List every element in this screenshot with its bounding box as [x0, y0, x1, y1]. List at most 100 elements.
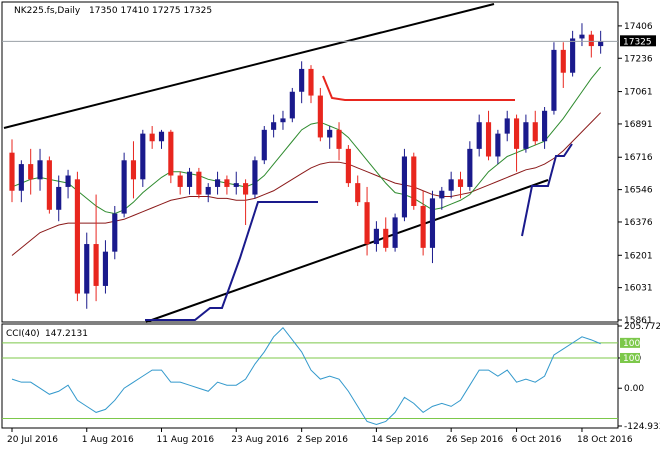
- price-tick-label: 16546: [624, 186, 653, 196]
- main-pane-frame: [1, 1, 619, 323]
- time-tick-label: 26 Sep 2016: [446, 435, 503, 445]
- price-tick-label: 16201: [624, 251, 653, 261]
- price-tick-label: 16716: [624, 153, 653, 163]
- price-tick-label: 16376: [624, 218, 653, 228]
- candle-up: [261, 129, 267, 161]
- time-tick-label: 14 Sep 2016: [371, 435, 428, 445]
- cci-level-tag-label: 100: [623, 339, 640, 349]
- candle-down: [345, 148, 351, 184]
- candle-down: [457, 179, 464, 187]
- support-step-line: [145, 201, 318, 321]
- candle-up: [542, 110, 548, 142]
- cci-level-tag: [620, 337, 640, 348]
- candle-down: [168, 131, 174, 176]
- trend-channel: [3, 3, 549, 323]
- candle-down: [364, 202, 370, 245]
- moving-averages: [11, 66, 602, 256]
- price-tick-label: 17406: [624, 22, 653, 32]
- candle-down: [74, 179, 80, 294]
- cci-value: 147.2131: [45, 329, 88, 339]
- candle-up: [373, 228, 379, 245]
- cci-line: [11, 326, 601, 426]
- candle-up: [476, 122, 482, 149]
- candle-up: [579, 34, 585, 39]
- time-axis: 20 Jul 2016 1 Aug 2016 11 Aug 2016 23 Aug 2…: [7, 428, 633, 445]
- price-tick-label: 15861: [624, 316, 653, 326]
- candle-up: [158, 131, 165, 142]
- candle-up: [467, 148, 473, 187]
- candle-up: [570, 38, 576, 73]
- candle-up: [523, 122, 529, 149]
- support-step-line-right: [521, 143, 573, 237]
- candle-up: [280, 118, 286, 123]
- candle-up: [205, 186, 211, 195]
- price-tick-label: 16891: [624, 120, 653, 130]
- time-tick-label: 1 Aug 2016: [82, 435, 134, 445]
- candle-down: [336, 129, 342, 149]
- time-tick-label: 6 Oct 2016: [512, 435, 562, 445]
- candle-down: [355, 183, 361, 203]
- price-tick-label: 17236: [624, 54, 653, 64]
- candle-up: [252, 160, 258, 195]
- candle-down: [532, 122, 538, 142]
- price-axis: 17406 17236 17061 16891 16716 16546 16376 16201…: [618, 22, 653, 326]
- candle-up: [140, 133, 146, 180]
- candle-up: [102, 251, 109, 286]
- candle-up: [551, 49, 557, 111]
- candle-up: [18, 164, 24, 191]
- price-tick-label: 17061: [624, 88, 653, 98]
- ma-slow-line: [11, 112, 602, 256]
- candle-down: [383, 228, 389, 248]
- candle-up: [121, 160, 127, 214]
- cci-level-tag-label: 100: [623, 354, 640, 364]
- cci-tick-label: 205.7728: [624, 322, 660, 332]
- time-tick-label: 2 Sep 2016: [297, 435, 349, 445]
- candle-up: [392, 217, 398, 248]
- candle-down: [420, 205, 426, 248]
- channel-upper-line: [3, 3, 495, 129]
- candle-up: [495, 133, 501, 157]
- candle-up: [448, 179, 454, 191]
- candle-down: [177, 175, 183, 187]
- time-tick-label: 11 Aug 2016: [157, 435, 215, 445]
- cci-tick-label: -124.933: [624, 422, 660, 432]
- last-price-label: 17325: [623, 37, 652, 47]
- candle-down: [588, 34, 594, 47]
- candle-down: [46, 160, 52, 210]
- price-tick-label: 16031: [624, 284, 653, 294]
- candle-down: [28, 164, 34, 180]
- cci-label: CCI(40): [6, 329, 40, 339]
- candle-up: [504, 118, 510, 134]
- candle-up: [271, 122, 277, 130]
- candle-down: [317, 95, 323, 138]
- symbol-label: NK225.fs,Daily: [14, 6, 81, 16]
- candle-up: [299, 68, 305, 92]
- candle-up: [186, 171, 193, 187]
- candle-up: [112, 213, 118, 252]
- candle-up: [429, 198, 436, 248]
- channel-lower-line: [145, 179, 549, 323]
- candle-up: [37, 160, 43, 180]
- candle-down: [149, 133, 155, 142]
- candle-down: [9, 152, 15, 191]
- candle-up: [598, 41, 604, 47]
- cci-level-tag: [620, 352, 640, 363]
- candle-down: [243, 183, 249, 195]
- candle-down: [513, 118, 520, 149]
- cci-indicator: 205.77281000.00-124.933100100: [2, 322, 660, 432]
- last-price-tag: [620, 35, 656, 47]
- candle-down: [224, 179, 230, 187]
- candlesticks: [9, 23, 604, 309]
- candle-up: [84, 244, 90, 294]
- candle-down: [130, 160, 137, 180]
- time-tick-label: 18 Oct 2016: [577, 435, 633, 445]
- candle-down: [560, 49, 566, 73]
- candle-down: [93, 244, 99, 286]
- candle-up: [56, 186, 62, 210]
- candle-up: [65, 175, 71, 187]
- candle-up: [289, 91, 295, 119]
- candle-up: [214, 179, 221, 187]
- time-tick-label: 23 Aug 2016: [231, 435, 289, 445]
